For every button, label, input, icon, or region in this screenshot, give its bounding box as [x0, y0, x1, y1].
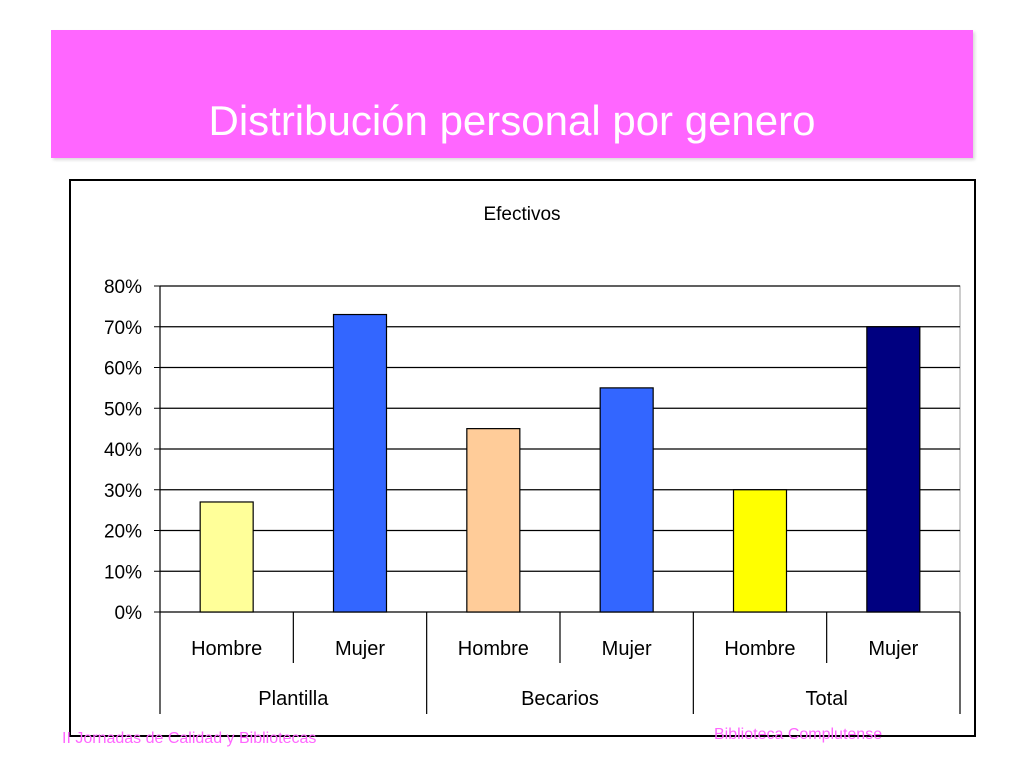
bar: [466, 428, 521, 613]
y-tick-label: 40%: [104, 440, 142, 461]
y-tick-label: 30%: [104, 481, 142, 502]
x-category-label: Mujer: [602, 638, 652, 660]
bar: [732, 489, 788, 613]
chart-frame: [69, 179, 976, 737]
y-tick-label: 60%: [104, 359, 142, 380]
x-group-label: Becarios: [521, 688, 599, 710]
footer-left: II Jornadas de Calidad y Bibliotecas: [62, 730, 317, 747]
bar: [199, 501, 254, 613]
bar: [866, 326, 921, 613]
x-category-label: Hombre: [724, 638, 795, 660]
x-group-label: Plantilla: [258, 688, 329, 710]
x-category-label: Mujer: [335, 638, 385, 660]
y-tick-label: 10%: [104, 562, 142, 583]
chart-title: Efectivos: [483, 204, 560, 225]
y-tick-label: 50%: [104, 399, 142, 420]
x-category-label: Hombre: [458, 638, 529, 660]
x-category-label: Hombre: [191, 638, 262, 660]
y-tick-label: 70%: [104, 318, 142, 339]
y-tick-label: 0%: [115, 603, 143, 624]
bar: [599, 387, 654, 613]
y-tick-label: 80%: [104, 277, 142, 298]
slide-title: Distribución personal por genero: [208, 97, 816, 144]
y-tick-label: 20%: [104, 522, 142, 543]
x-category-label: Mujer: [868, 638, 918, 660]
footer-right: Biblioteca Complutense: [714, 726, 883, 743]
title-band: Distribución personal por genero: [51, 30, 973, 158]
x-group-label: Total: [806, 688, 848, 710]
bar: [332, 313, 388, 613]
